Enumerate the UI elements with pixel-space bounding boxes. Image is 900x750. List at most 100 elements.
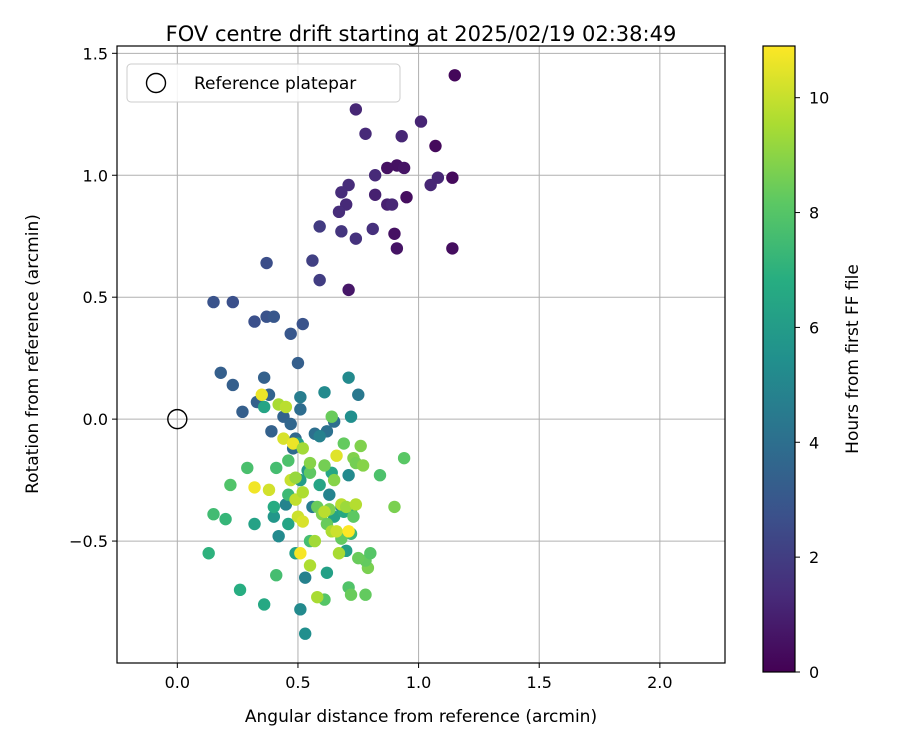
scatter-point [395,130,408,143]
scatter-point [400,191,413,204]
scatter-point [330,525,343,538]
scatter-point [337,437,350,450]
y-tick-label: −0.5 [69,532,108,551]
scatter-point [306,254,319,267]
scatter-point [342,525,355,538]
scatter-point [296,515,309,528]
scatter-point [347,510,360,523]
scatter-point [359,588,372,601]
x-axis-label: Angular distance from reference (arcmin) [245,707,597,727]
y-axis-ticks: −0.5 0.0 0.5 1.0 1.5 [69,44,117,551]
scatter-point [294,547,307,560]
scatter-point [349,232,363,245]
colorbar-tick-label: 0 [809,663,819,682]
scatter-point [330,449,343,462]
x-tick-label: 1.5 [526,673,551,692]
scatter-point [224,478,237,492]
colorbar-frame [762,45,796,673]
colorbar-tick-label: 6 [809,318,819,337]
scatter-point [233,583,247,597]
scatter-point [349,498,363,511]
y-tick-label: 1.5 [83,44,108,63]
scatter-point [349,103,363,116]
scatter-point [286,437,300,450]
scatter-point [279,498,293,511]
scatter-point [226,295,240,309]
scatter-point [257,371,271,384]
legend-entry-reference-platepar: Reference platepar [194,74,356,94]
scatter-point [448,69,461,82]
scatter-point [424,178,437,192]
scatter-point [260,256,273,270]
scatter-point [373,469,387,482]
scatter-point [298,571,312,584]
plot-frame [116,45,726,664]
colorbar: 0 2 4 6 8 10 Hours from first FF file [762,45,863,682]
scatter-point [284,417,297,431]
scatter-point [214,366,227,379]
scatter-point [303,456,317,470]
scatter-point [294,603,307,616]
scatter-point [284,327,297,340]
scatter-point [277,432,290,445]
scatter-point [359,127,372,140]
scatter-point [397,451,411,465]
colorbar-label: Hours from first FF file [843,264,863,454]
reference-platepar-marker [167,408,188,430]
x-tick-label: 2.0 [647,673,672,692]
legend: Reference platepar [126,63,401,103]
scatter-point [267,510,281,523]
scatter-point [335,186,348,199]
scatter-point [303,559,317,572]
x-axis-ticks: 0.0 0.5 1.0 1.5 2.0 [165,663,673,692]
x-tick-label: 0.5 [285,673,310,692]
scatter-point [414,115,428,128]
scatter-point [323,488,336,501]
scatter-point [381,161,394,175]
scatter-point [236,405,249,419]
scatter-point [388,227,401,240]
scatter-point [364,547,377,560]
scatter-point [308,534,322,548]
scatter-point [248,481,261,494]
scatter-point [248,315,261,328]
scatter-point [226,378,240,392]
scatter-point [356,459,370,472]
scatter-point [282,454,295,467]
scatter-point [366,222,379,236]
x-tick-label: 1.0 [406,673,431,692]
scatter-point [296,486,309,499]
scatter-point [397,161,411,175]
scatter-point [318,459,331,472]
scatter-point [255,388,268,401]
scatter-point [344,410,358,423]
scatter-point [257,598,271,611]
scatter-point [342,469,355,482]
scatter-point [332,547,346,560]
scatter-point [294,403,307,416]
scatter-point [313,220,326,233]
scatter-point [335,225,348,238]
scatter-point [352,551,365,565]
scatter-point [385,198,399,211]
scatter-point [313,478,326,492]
scatter-point [325,410,338,423]
scatter-point [390,242,404,255]
scatter-point [446,171,459,184]
scatter-point [267,310,281,323]
legend-box [126,63,401,103]
scatter-point [313,429,326,443]
y-tick-label: 1.0 [83,166,108,185]
y-axis-label: Rotation from reference (arcmin) [23,214,43,494]
scatter-point [202,547,215,560]
scatter-point [342,371,355,384]
scatter-point [294,390,307,404]
scatter-point [291,356,305,370]
scatter-point [296,442,309,455]
colorbar-tick-label: 2 [809,548,819,567]
scatter-point [270,569,283,582]
scatter-point [311,590,324,604]
scatter-point [303,466,317,479]
